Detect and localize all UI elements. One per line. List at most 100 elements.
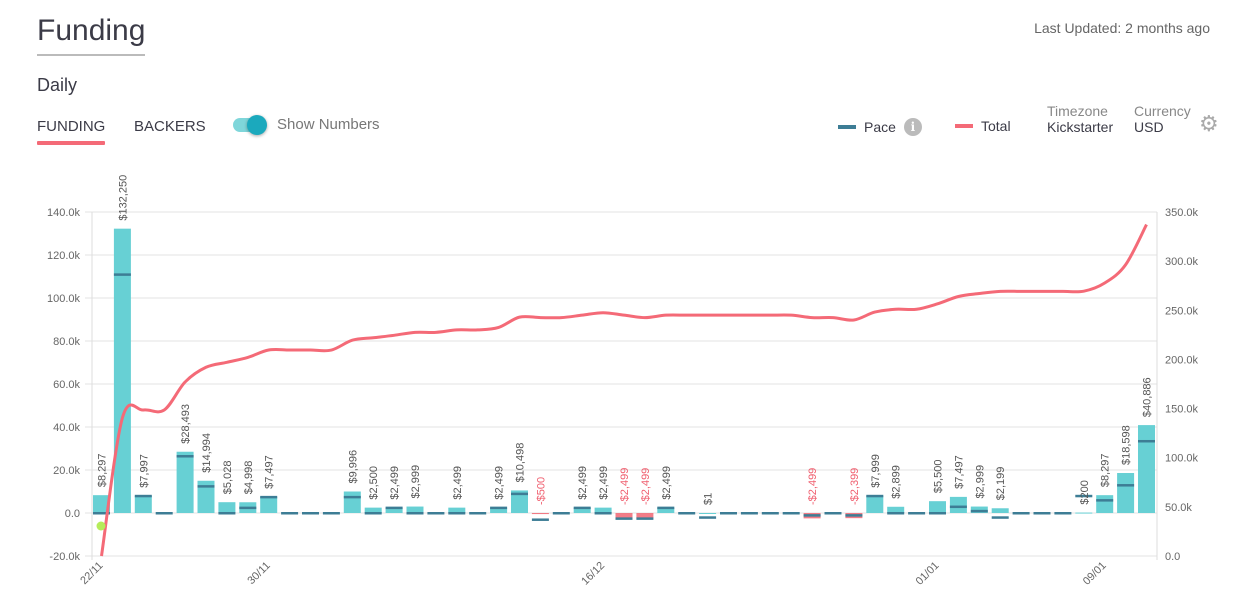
bar-value-label: $7,997 [138, 454, 150, 488]
pace-marker [615, 517, 633, 520]
pace-marker [364, 512, 382, 515]
y-tick-left: 40.0k [53, 422, 80, 434]
bar-value-label: $1 [703, 493, 715, 505]
bar-value-label: $2,500 [368, 466, 380, 500]
daily-bar [594, 507, 612, 513]
bar-value-label: $2,499 [452, 466, 464, 500]
bar-value-label: -$2,499 [640, 468, 652, 505]
pace-marker [302, 512, 319, 515]
tab-backers[interactable]: BACKERS [134, 118, 206, 135]
y-tick-left: 80.0k [53, 336, 80, 348]
bar-value-label: $2,899 [891, 465, 903, 499]
bar-value-label: $2,999 [974, 465, 986, 499]
daily-bar [970, 506, 988, 513]
page-title: Funding [37, 14, 146, 56]
pace-marker [260, 495, 278, 499]
pace-marker [866, 494, 884, 498]
y-tick-left: 100.0k [47, 293, 81, 305]
daily-bar [1117, 473, 1135, 513]
legend-pace[interactable]: Pace i [838, 118, 922, 136]
daily-bar [1138, 425, 1155, 513]
daily-bar [531, 513, 549, 515]
pace-marker [385, 506, 403, 510]
daily-bar [260, 496, 278, 513]
daily-bar [887, 506, 905, 513]
daily-bar [406, 506, 424, 513]
pace-marker [1012, 512, 1030, 515]
pace-marker [761, 512, 779, 515]
pace-marker [1138, 439, 1155, 443]
y-tick-right: 100.0k [1165, 453, 1199, 465]
pace-marker [1075, 494, 1093, 498]
bar-value-label: $4,998 [243, 461, 255, 495]
daily-bar [343, 491, 361, 513]
pace-marker [678, 512, 696, 515]
daily-bar [385, 507, 403, 513]
legend-total[interactable]: Total [955, 118, 1011, 134]
bar-value-label: $2,199 [995, 467, 1007, 501]
bar-value-label: $28,493 [180, 404, 192, 444]
pace-marker [657, 506, 675, 510]
timezone-setting[interactable]: Timezone Kickstarter [1047, 103, 1113, 135]
daily-bar [197, 480, 215, 513]
pace-marker [134, 494, 152, 498]
pace-marker [197, 485, 215, 488]
y-tick-right: 150.0k [1165, 404, 1199, 416]
y-tick-right: 250.0k [1165, 305, 1199, 317]
pace-marker [531, 518, 549, 521]
currency-setting[interactable]: Currency USD [1134, 103, 1191, 135]
legend-pace-label: Pace [864, 119, 896, 135]
y-tick-left: 20.0k [53, 465, 80, 477]
bar-value-label: $9,996 [347, 450, 359, 484]
x-tick-label: 30/11 [245, 560, 272, 587]
daily-bar [1096, 495, 1114, 513]
x-tick-label: 01/01 [914, 560, 942, 588]
pace-marker [1096, 499, 1114, 502]
pace-marker [636, 517, 654, 520]
pace-marker [343, 495, 361, 499]
y-tick-left: -20.0k [49, 551, 80, 563]
y-tick-right: 350.0k [1165, 207, 1199, 219]
daily-bar [573, 507, 591, 513]
bar-value-label: $40,886 [1142, 377, 1154, 417]
pace-marker [281, 512, 299, 515]
x-tick-label: 09/01 [1081, 560, 1109, 588]
bar-value-label: -$2,499 [619, 468, 631, 505]
bar-value-label: $2,499 [494, 466, 506, 500]
bar-value-label: $2,499 [661, 466, 673, 500]
legend-total-label: Total [981, 118, 1011, 134]
daily-bar [929, 501, 946, 513]
bar-value-label: $8,297 [1100, 454, 1112, 488]
tab-funding[interactable]: FUNDING [37, 118, 106, 145]
bar-value-label: $7,497 [953, 455, 965, 489]
pace-swatch [838, 125, 856, 129]
y-tick-left: 60.0k [53, 379, 80, 391]
pace-marker [949, 505, 967, 509]
bar-value-label: $5,500 [933, 460, 945, 494]
pace-marker [469, 512, 487, 515]
pace-marker [552, 512, 570, 515]
bar-value-label: $8,297 [97, 454, 109, 488]
y-tick-left: 140.0k [47, 207, 81, 219]
pace-marker [908, 512, 926, 515]
currency-value: USD [1134, 119, 1164, 135]
pace-marker [322, 512, 340, 515]
bar-value-label: $7,497 [264, 455, 276, 489]
pace-marker [887, 512, 905, 515]
info-icon[interactable]: i [903, 118, 922, 136]
bar-value-label: $2,499 [389, 466, 401, 500]
pace-marker [845, 514, 863, 517]
gear-icon[interactable]: ⚙ [1199, 111, 1219, 136]
y-tick-left: 0.0 [65, 508, 80, 520]
x-tick-label: 16/12 [579, 560, 607, 588]
pace-marker [803, 514, 821, 517]
launch-marker [96, 521, 106, 531]
show-numbers-toggle[interactable] [233, 114, 267, 136]
bar-value-label: $14,994 [201, 433, 213, 473]
bar-value-label: $7,999 [870, 454, 882, 488]
pace-marker [970, 509, 988, 513]
currency-label: Currency [1134, 103, 1191, 119]
daily-bar [448, 507, 466, 513]
pace-marker [929, 512, 946, 515]
pace-marker [699, 516, 717, 519]
